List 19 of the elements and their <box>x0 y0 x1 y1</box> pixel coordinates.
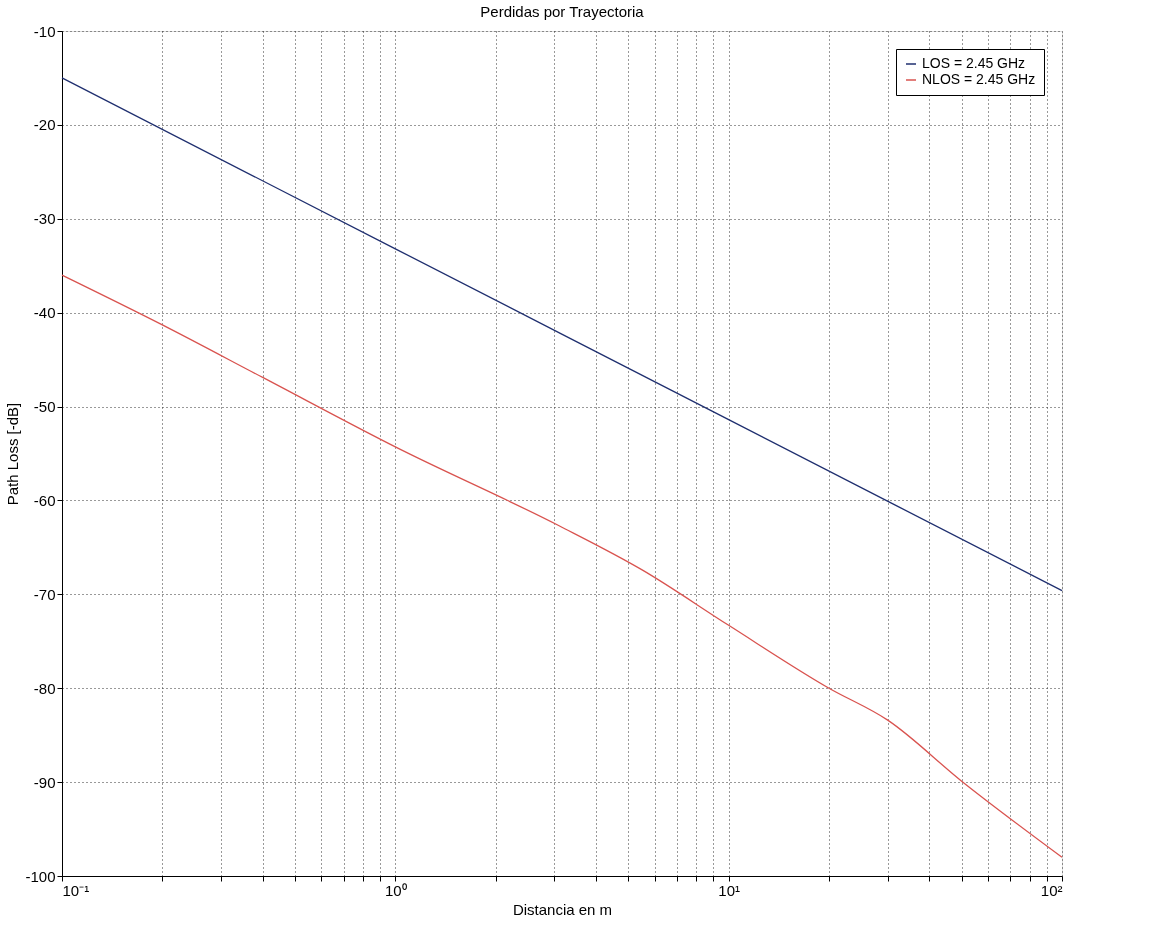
y-tick-label: -100 <box>25 867 56 885</box>
y-tick-label: -40 <box>33 304 56 322</box>
x-axis-title: Distancia en m <box>512 900 613 918</box>
y-tick-label: -90 <box>33 773 56 791</box>
y-tick-label: -70 <box>33 585 56 603</box>
legend-label: NLOS = 2.45 GHz <box>922 71 1036 87</box>
x-tick-label: 10¹ <box>718 881 741 899</box>
x-tick-label: 10⁻¹ <box>62 881 90 899</box>
y-tick-label: -80 <box>33 679 56 697</box>
legend-label: LOS = 2.45 GHz <box>922 55 1026 71</box>
chart-title: Perdidas por Trayectoria <box>480 3 645 20</box>
x-tick-label: 10² <box>1040 881 1063 899</box>
y-tick-label: -10 <box>33 22 56 40</box>
y-axis-title: Path Loss [-dB] <box>4 402 22 506</box>
y-tick-label: -20 <box>33 116 56 134</box>
y-tick-label: -60 <box>33 491 56 509</box>
x-tick-label: 10⁰ <box>384 881 407 899</box>
y-tick-label: -50 <box>33 398 56 416</box>
y-tick-label: -30 <box>33 210 56 228</box>
